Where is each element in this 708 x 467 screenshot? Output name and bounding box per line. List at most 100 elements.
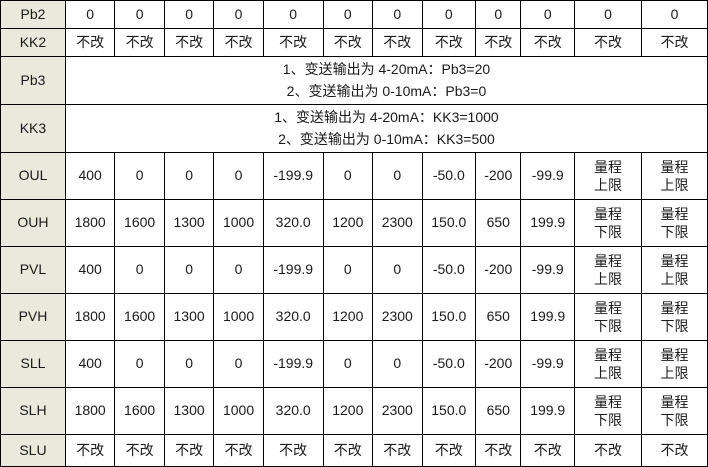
table-cell: 不改 (520, 28, 575, 57)
table-cell: 1000 (213, 199, 264, 247)
table-cell: 1800 (64, 387, 116, 435)
table-cell: 0 (475, 0, 522, 29)
note-line: 2、变送输出为 0-10mA：Pb3=0 (286, 82, 487, 99)
note-cell: 1、变送输出为 4-20mA：KK3=1000 2、变送输出为 0-10mA：KK… (64, 104, 708, 153)
table-cell: -99.9 (520, 340, 575, 388)
row-label-slh: SLH (0, 387, 66, 435)
table-cell: 不改 (421, 28, 477, 57)
table-cell: -200 (475, 246, 522, 294)
table-cell: 1800 (64, 293, 116, 341)
table-cell: -199.9 (262, 340, 324, 388)
cell-line: 量程 (593, 205, 622, 222)
row-label-oul: OUL (0, 152, 66, 200)
table-cell: 0 (163, 340, 215, 388)
table-cell: 1800 (64, 199, 116, 247)
cell-line: 量程 (660, 393, 689, 410)
table-cell: 2300 (372, 199, 423, 247)
table-cell: 不改 (163, 434, 215, 467)
cell-line: 下限 (660, 224, 689, 240)
table-row: KK3 1、变送输出为 4-20mA：KK3=1000 2、变送输出为 0-10mA… (0, 104, 708, 153)
cell-line: 上限 (660, 271, 689, 287)
table-cell: 0 (64, 0, 116, 29)
table-cell: 150.0 (421, 293, 477, 341)
table-cell: 0 (520, 0, 575, 29)
table-cell: 不改 (372, 434, 423, 467)
cell-line: 下限 (593, 412, 622, 428)
table-cell: 1300 (163, 293, 215, 341)
table-cell: 0 (213, 340, 264, 388)
table-cell: -50.0 (421, 246, 477, 294)
table-cell: 650 (475, 199, 522, 247)
row-label-pvh: PVH (0, 293, 66, 341)
table-cell: 不改 (640, 434, 708, 467)
table-cell: 0 (322, 246, 374, 294)
table-cell: 量程 下限 (640, 387, 708, 435)
table-cell: 650 (475, 293, 522, 341)
cell-line: 量程 (660, 205, 689, 222)
table-row: PVH 1800 1600 1300 1000 320.0 1200 2300 150.0 650… (0, 293, 708, 341)
table-cell: 不改 (520, 434, 575, 467)
table-cell: 不改 (421, 434, 477, 467)
table-cell: 0 (213, 152, 264, 200)
table-cell: 1200 (322, 293, 374, 341)
table-cell: 不改 (114, 434, 165, 467)
cell-line: 上限 (660, 177, 689, 193)
table-cell: 不改 (372, 28, 423, 57)
cell-line: 下限 (593, 224, 622, 240)
table-cell: 1000 (213, 387, 264, 435)
row-label-ouh: OUH (0, 199, 66, 247)
table-cell: 不改 (213, 434, 264, 467)
table-row: KK2 不改 不改 不改 不改 不改 不改 不改 不改 不改 不改 不改 不改 (0, 28, 708, 57)
table-cell: 1200 (322, 199, 374, 247)
table-cell: 0 (640, 0, 708, 29)
table-cell: 量程 下限 (574, 387, 642, 435)
table-row: OUH 1800 1600 1300 1000 320.0 1200 2300 150.0 650… (0, 199, 708, 247)
table-cell: 400 (64, 152, 116, 200)
cell-line: 量程 (660, 299, 689, 316)
row-label-pb3: Pb3 (0, 56, 66, 105)
table-cell: 不改 (475, 28, 522, 57)
cell-line: 量程 (660, 346, 689, 363)
table-cell: 量程 上限 (574, 246, 642, 294)
cell-line: 下限 (660, 318, 689, 334)
table-cell: 0 (372, 152, 423, 200)
cell-line: 上限 (660, 365, 689, 381)
table-cell: 不改 (213, 28, 264, 57)
row-label-kk3: KK3 (0, 104, 66, 153)
table-cell: -199.9 (262, 152, 324, 200)
table-cell: 量程 下限 (640, 293, 708, 341)
table-cell: 量程 上限 (574, 152, 642, 200)
table-cell: 0 (163, 0, 215, 29)
table-cell: 320.0 (262, 199, 324, 247)
table-cell: 0 (114, 246, 165, 294)
table-cell: 400 (64, 246, 116, 294)
table-cell: 不改 (262, 28, 324, 57)
cell-line: 量程 (593, 299, 622, 316)
cell-line: 上限 (593, 177, 622, 193)
table-cell: 不改 (262, 434, 324, 467)
cell-line: 量程 (593, 252, 622, 269)
table-cell: 0 (163, 246, 215, 294)
cell-line: 下限 (593, 318, 622, 334)
table-cell: 0 (114, 340, 165, 388)
note-line: 2、变送输出为 0-10mA：KK3=500 (278, 130, 495, 147)
table-cell: 0 (163, 152, 215, 200)
table-cell: -199.9 (262, 246, 324, 294)
table-cell: 不改 (475, 434, 522, 467)
table-cell: 0 (213, 246, 264, 294)
cell-line: 上限 (593, 365, 622, 381)
table-cell: 不改 (574, 28, 642, 57)
table-cell: 0 (213, 0, 264, 29)
table-cell: 不改 (163, 28, 215, 57)
table-cell: 不改 (640, 28, 708, 57)
table-cell: 量程 下限 (574, 293, 642, 341)
table-row: SLL 400 0 0 0 -199.9 0 0 -50.0 -200 -99.9 量程 上限 量程 上限 (0, 340, 708, 388)
table-cell: 0 (322, 0, 374, 29)
table-cell: 量程 下限 (640, 199, 708, 247)
row-label-pvl: PVL (0, 246, 66, 294)
table-cell: 量程 上限 (640, 246, 708, 294)
note-cell: 1、变送输出为 4-20mA：Pb3=20 2、变送输出为 0-10mA：Pb3=… (64, 56, 708, 105)
table-cell: -99.9 (520, 152, 575, 200)
table-cell: 不改 (64, 434, 116, 467)
